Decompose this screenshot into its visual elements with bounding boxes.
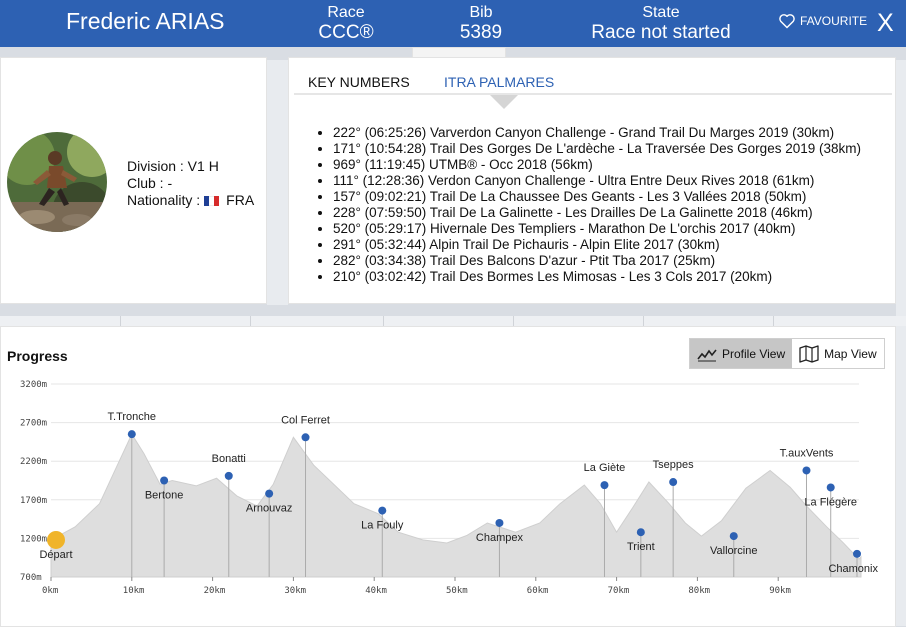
waypoint-label: Départ <box>39 549 72 561</box>
state-value: Race not started <box>591 22 731 43</box>
waypoint-label: T.Tronche <box>108 411 157 423</box>
favourite-button[interactable]: FAVOURITE <box>778 13 867 29</box>
waypoint-label: T.auxVents <box>780 447 834 459</box>
waypoint-marker[interactable] <box>301 433 310 442</box>
palmares-item: 111° (12:28:36) Verdon Canyon Challenge … <box>333 173 861 189</box>
division-text: Division : V1 H <box>127 158 219 174</box>
background-fragment <box>267 60 288 305</box>
waypoint-label: La Flégère <box>804 496 857 508</box>
y-tick-label: 1200m <box>20 534 47 544</box>
runner-info: Division : V1 H Club : - Nationality : F… <box>127 158 254 209</box>
runner-header: Frederic ARIAS Race CCC® Bib 5389 State … <box>0 0 906 47</box>
y-tick-label: 2700m <box>20 419 47 429</box>
waypoint-label: Vallorcine <box>710 545 758 557</box>
y-tick-label: 3200m <box>20 380 47 390</box>
heart-icon <box>779 14 795 29</box>
profile-chart-icon <box>697 349 717 361</box>
waypoint-marker[interactable] <box>853 549 861 558</box>
nationality-row: Nationality : FRA <box>127 192 254 209</box>
active-tab-indicator <box>490 95 518 109</box>
x-tick-label: 0km <box>42 586 58 596</box>
waypoint-marker[interactable] <box>802 466 811 475</box>
waypoint-marker[interactable] <box>729 532 738 541</box>
palmares-item: 520° (05:29:17) Hivernale Des Templiers … <box>333 221 861 237</box>
waypoint-marker[interactable] <box>378 506 387 515</box>
view-toggle: Profile View Map View <box>689 338 885 369</box>
club-text: Club : - <box>127 175 173 191</box>
profile-view-label: Profile View <box>722 346 786 361</box>
y-tick-label: 2200m <box>20 457 47 467</box>
start-marker[interactable] <box>47 530 65 549</box>
palmares-item: 210° (03:02:42) Trail Des Bormes Les Mim… <box>333 269 861 285</box>
waypoint-label: La Giète <box>584 462 626 474</box>
nationality-label: Nationality : <box>127 192 201 208</box>
x-tick-label: 40km <box>365 586 387 596</box>
x-tick-label: 50km <box>446 586 468 596</box>
runner-card: Division : V1 H Club : - Nationality : F… <box>0 57 267 304</box>
map-view-button[interactable]: Map View <box>792 339 883 368</box>
tab-itra-palmares[interactable]: ITRA PALMARES <box>444 74 555 90</box>
progress-title: Progress <box>7 348 68 364</box>
palmares-item: 171° (10:54:28) Trail Des Gorges De L'ar… <box>333 141 861 157</box>
waypoint-label: Champex <box>476 532 524 544</box>
close-button[interactable]: X <box>877 9 894 37</box>
waypoint-marker[interactable] <box>495 518 504 527</box>
bib-label: Bib <box>469 4 493 21</box>
country-code: FRA <box>226 192 255 208</box>
palmares-item: 282° (03:34:38) Trail Des Balcons D'azur… <box>333 253 861 269</box>
race-column: Race CCC® <box>300 3 392 43</box>
waypoint-label: Trient <box>627 541 655 553</box>
waypoint-label: Arnouvaz <box>246 503 292 515</box>
waypoint-label: Tseppes <box>653 459 694 471</box>
waypoint-marker[interactable] <box>160 476 169 485</box>
x-tick-label: 80km <box>688 586 710 596</box>
favourite-label: FAVOURITE <box>800 14 868 28</box>
y-tick-label: 700m <box>20 573 42 583</box>
progress-panel: 700m 1200m 1700m 2200m 2700m 3200m 0km 10km 20k… <box>0 326 896 627</box>
france-flag-icon <box>204 195 220 206</box>
y-tick-label: 1700m <box>20 496 47 506</box>
palmares-item: 291° (05:32:44) Alpin Trail De Pichauris… <box>333 237 861 253</box>
waypoint-label: Col Ferret <box>281 414 330 426</box>
palmares-item: 969° (11:19:45) UTMB® - Occ 2018 (56km) <box>333 157 861 173</box>
palmares-item: 228° (07:59:50) Trail De La Galinette - … <box>333 205 861 221</box>
state-column: State Race not started <box>580 3 742 43</box>
section-divider <box>0 316 906 326</box>
bib-value: 5389 <box>459 22 503 43</box>
waypoint-label: Bertone <box>145 490 184 502</box>
map-view-label: Map View <box>824 346 877 361</box>
background-fragment <box>896 60 906 626</box>
palmares-list: 222° (06:25:26) Varverdon Canyon Challen… <box>333 125 861 285</box>
x-tick-label: 70km <box>608 586 630 596</box>
waypoint-marker[interactable] <box>127 430 136 439</box>
tab-bar: KEY NUMBERS ITRA PALMARES <box>294 58 892 109</box>
waypoint-marker[interactable] <box>224 471 233 480</box>
map-icon <box>799 344 819 363</box>
runner-name: Frederic ARIAS <box>66 8 225 34</box>
waypoint-label: La Fouly <box>361 520 404 532</box>
avatar <box>7 132 107 232</box>
x-tick-label: 30km <box>284 586 306 596</box>
x-tick-label: 60km <box>527 586 549 596</box>
bib-column: Bib 5389 <box>440 3 522 43</box>
x-tick-label: 20km <box>204 586 226 596</box>
waypoint-marker[interactable] <box>636 528 645 537</box>
waypoint-marker[interactable] <box>265 489 274 498</box>
tab-key-numbers[interactable]: KEY NUMBERS <box>308 74 410 90</box>
tabs-panel: KEY NUMBERS ITRA PALMARES 222° (06:25:26… <box>288 57 896 304</box>
elevation-profile-chart: 700m 1200m 1700m 2200m 2700m 3200m 0km 10km 20k… <box>20 380 878 596</box>
race-value: CCC® <box>318 22 374 43</box>
palmares-item: 157° (09:02:21) Trail De La Chaussee Des… <box>333 189 861 205</box>
waypoint-marker[interactable] <box>669 478 678 487</box>
waypoint-marker[interactable] <box>600 481 609 490</box>
waypoint-label: Bonatti <box>212 453 246 465</box>
race-label: Race <box>327 4 365 21</box>
x-tick-label: 10km <box>123 586 145 596</box>
state-label: State <box>642 4 680 21</box>
palmares-item: 222° (06:25:26) Varverdon Canyon Challen… <box>333 125 861 141</box>
x-tick-label: 90km <box>769 586 791 596</box>
waypoint-label: Chamonix <box>828 563 878 575</box>
waypoint-marker[interactable] <box>826 483 835 492</box>
profile-view-button[interactable]: Profile View <box>690 339 793 368</box>
